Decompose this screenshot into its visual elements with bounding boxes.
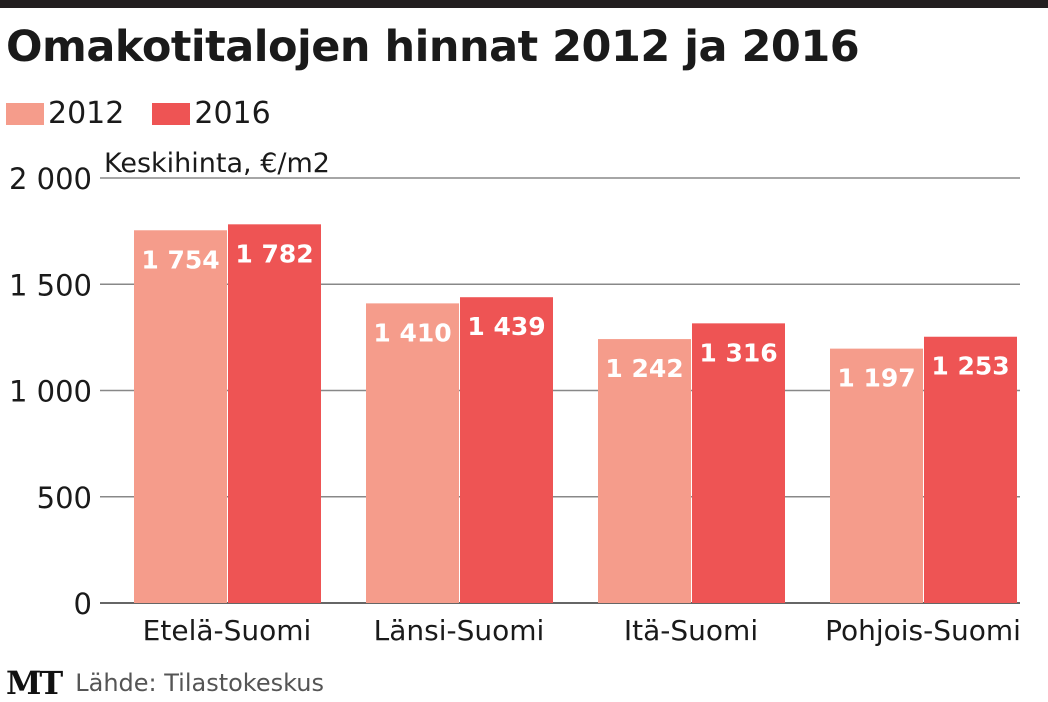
bar-2012 <box>366 303 459 603</box>
bar-2016 <box>692 323 785 603</box>
legend-item-2016: 2016 <box>152 96 271 131</box>
bar-2012 <box>598 339 691 603</box>
y-axis-label: Keskihinta, €/m2 <box>104 148 330 179</box>
top-rule <box>0 0 1048 8</box>
x-tick-label: Länsi-Suomi <box>374 614 545 647</box>
x-tick-label: Itä-Suomi <box>624 614 758 647</box>
y-tick-label: 0 <box>74 587 92 621</box>
data-label: 1 439 <box>467 312 545 341</box>
x-tick-label: Pohjois-Suomi <box>825 614 1021 647</box>
y-tick-label: 1 500 <box>9 268 92 302</box>
data-label: 1 754 <box>141 245 219 274</box>
x-tick-label: Etelä-Suomi <box>143 614 312 647</box>
data-label: 1 242 <box>605 354 683 383</box>
chart-title: Omakotitalojen hinnat 2012 ja 2016 <box>6 22 860 72</box>
y-tick-label: 500 <box>37 481 92 515</box>
bar-2016 <box>228 224 321 603</box>
y-tick-label: 1 000 <box>9 375 92 409</box>
legend-item-2012: 2012 <box>6 96 124 131</box>
legend-swatch-2012 <box>6 102 44 125</box>
legend-label-2016: 2016 <box>194 96 271 131</box>
bar-2012 <box>830 348 923 603</box>
bar-2012 <box>134 230 227 603</box>
data-label: 1 410 <box>373 318 451 347</box>
data-label: 1 197 <box>837 364 915 393</box>
data-label: 1 316 <box>699 338 777 367</box>
y-tick-label: 2 000 <box>9 162 92 196</box>
legend-swatch-2016 <box>152 102 191 125</box>
data-label: 1 782 <box>235 239 313 268</box>
data-label: 1 253 <box>931 352 1009 381</box>
mt-logo: MT <box>6 664 63 702</box>
source-note: Lähde: Tilastokeskus <box>75 669 324 697</box>
legend-label-2012: 2012 <box>48 96 125 131</box>
bar-2016 <box>924 336 1017 603</box>
bar-2016 <box>460 297 553 603</box>
footer: MT Lähde: Tilastokeskus <box>6 664 324 702</box>
legend: 2012 2016 <box>6 96 299 131</box>
